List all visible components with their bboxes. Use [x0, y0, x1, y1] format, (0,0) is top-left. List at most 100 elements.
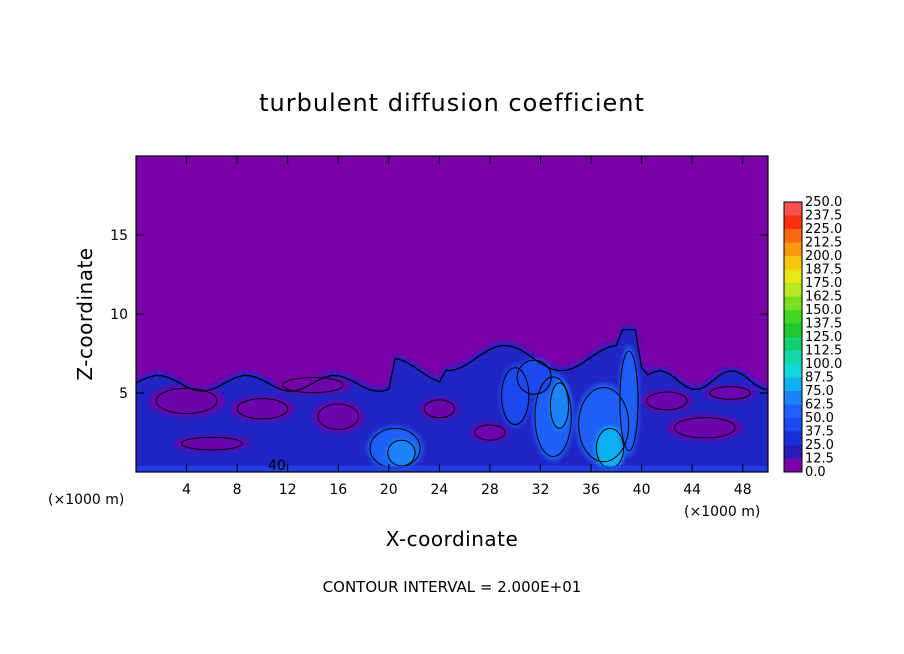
colorbar-level-label: 150.0	[805, 303, 842, 318]
colorbar-level-label: 25.0	[805, 438, 834, 453]
x-tick-label: 32	[532, 482, 550, 498]
colorbar-level-label: 50.0	[805, 411, 834, 426]
x-axis-label: X-coordinate	[386, 527, 519, 551]
contour-line	[423, 399, 455, 419]
field-core	[549, 380, 570, 431]
x-tick-label: 44	[683, 482, 701, 498]
colorbar-level-label: 212.5	[805, 236, 842, 251]
colorbar-swatch	[784, 364, 802, 378]
colorbar-level-label: 237.5	[805, 209, 842, 224]
field-region	[148, 385, 225, 417]
field-layer	[136, 326, 768, 472]
y-tick-label: 15	[110, 228, 128, 244]
field-region	[275, 375, 351, 395]
contour-line	[578, 387, 630, 463]
colorbar-swatch	[784, 202, 802, 216]
contour-line	[646, 391, 688, 411]
colorbar-level-label: 125.0	[805, 330, 842, 345]
contour-line	[136, 329, 768, 392]
y-axis-label: Z-coordinate	[73, 247, 97, 380]
colorbar-swatch	[784, 337, 802, 351]
contour-line	[282, 377, 344, 394]
contour-line	[181, 436, 243, 451]
field-region	[312, 400, 364, 433]
field-region	[420, 397, 459, 420]
colorbar-level-label: 162.5	[805, 290, 842, 305]
y-axis: 5 10 15	[110, 228, 768, 402]
x-tick-label: 16	[329, 482, 347, 498]
colorbar-swatch	[784, 215, 802, 229]
colorbar-level-label: 137.5	[805, 317, 842, 332]
field-region	[641, 389, 693, 412]
colorbar-level-label: 100.0	[805, 357, 842, 372]
colorbar-swatch	[784, 296, 802, 310]
y-tick-label: 5	[119, 386, 128, 402]
contour-line	[236, 398, 289, 420]
colorbar-swatch	[784, 445, 802, 459]
x-tick-label: 20	[380, 482, 398, 498]
field-region	[136, 465, 768, 472]
field-region	[470, 423, 509, 442]
x-axis: 4 8 12 16 20 24 28 32 36 40 44 48	[182, 156, 752, 498]
colorbar-level-label: 225.0	[805, 222, 842, 237]
field-core	[515, 358, 554, 397]
contour-line	[549, 382, 570, 429]
field-region	[230, 396, 294, 422]
contour-line	[317, 403, 359, 430]
y-tick-label: 10	[110, 307, 128, 323]
contour-line	[474, 424, 506, 441]
colorbar-level-label: 12.5	[805, 452, 834, 467]
x-tick-label: 48	[734, 482, 752, 498]
colorbar-swatch	[784, 404, 802, 418]
colorbar-level-label: 250.0	[805, 195, 842, 210]
colorbar-swatch	[784, 418, 802, 432]
contour-line	[674, 417, 736, 439]
colorbar-swatch	[784, 377, 802, 391]
x-tick-label: 4	[182, 482, 191, 498]
colorbar-swatch	[784, 242, 802, 256]
colorbar-level-label: 62.5	[805, 398, 834, 413]
field-core	[386, 438, 417, 468]
colorbar-swatch	[784, 431, 802, 445]
x-tick-label: 12	[279, 482, 297, 498]
field-core	[594, 426, 626, 471]
field-region	[666, 415, 743, 441]
colorbar-swatch	[784, 283, 802, 297]
colorbar-swatch	[784, 323, 802, 337]
contour-line	[709, 386, 751, 400]
colorbar-swatch	[784, 458, 802, 472]
chart-title: turbulent diffusion coefficient	[259, 89, 645, 117]
field-region	[173, 435, 250, 452]
x-tick-label: 24	[430, 482, 448, 498]
x-tick-label: 40	[633, 482, 651, 498]
x-tick-label: 28	[481, 482, 499, 498]
colorbar-level-label: 75.0	[805, 384, 834, 399]
colorbar-level-label: 187.5	[805, 263, 842, 278]
contour-line	[534, 376, 572, 458]
colorbar-swatch	[784, 310, 802, 324]
contour-line	[155, 387, 218, 414]
colorbar-level-label: 175.0	[805, 276, 842, 291]
colorbar-swatch	[784, 391, 802, 405]
colorbar-level-label: 0.0	[805, 465, 826, 480]
contour-label: 40	[268, 458, 286, 474]
x-tick-label: 8	[233, 482, 242, 498]
colorbar-swatch	[784, 269, 802, 283]
x-unit-left: (×1000 m)	[48, 492, 124, 508]
contour-line	[619, 350, 639, 452]
contour-line	[501, 367, 530, 426]
colorbar-level-label: 87.5	[805, 371, 834, 386]
colorbar-level-label: 200.0	[805, 249, 842, 264]
colorbar-level-label: 112.5	[805, 344, 842, 359]
field-core	[618, 345, 640, 457]
colorbar-swatch	[784, 350, 802, 364]
colorbar-level-label: 37.5	[805, 425, 834, 440]
contour-interval: CONTOUR INTERVAL = 2.000E+01	[323, 578, 582, 596]
colorbar-swatch	[784, 229, 802, 243]
x-unit-right: (×1000 m)	[684, 504, 760, 520]
contour-line	[516, 359, 552, 395]
field-region	[704, 385, 756, 401]
colorbar-swatch	[784, 256, 802, 270]
